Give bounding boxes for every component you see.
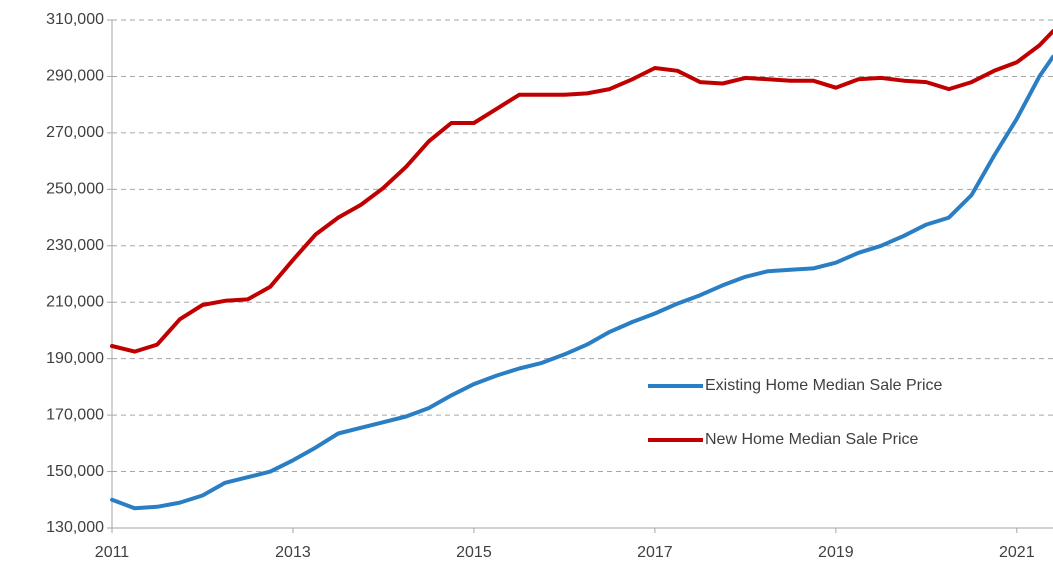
y-tick-label: 250,000 <box>46 181 104 198</box>
y-tick-label: 170,000 <box>46 406 104 423</box>
y-tick-label: 150,000 <box>46 463 104 480</box>
y-tick-label: 130,000 <box>46 519 104 536</box>
y-tick-label: 210,000 <box>46 293 104 310</box>
x-tick-label: 2019 <box>818 544 854 561</box>
y-tick-label: 270,000 <box>46 124 104 141</box>
series-line <box>110 54 1053 511</box>
x-tick-label: 2013 <box>275 544 311 561</box>
x-tick-label: 2017 <box>637 544 673 561</box>
x-tick-label: 2011 <box>95 544 130 561</box>
legend-label: New Home Median Sale Price <box>705 431 919 448</box>
x-tick-label: 2015 <box>456 544 492 561</box>
x-tick-label: 2021 <box>999 544 1035 561</box>
series-line <box>110 29 1053 354</box>
y-tick-label: 310,000 <box>46 11 104 28</box>
y-tick-label: 230,000 <box>46 237 104 254</box>
y-tick-label: 290,000 <box>46 68 104 85</box>
legend-label: Existing Home Median Sale Price <box>705 377 943 394</box>
y-tick-label: 190,000 <box>46 350 104 367</box>
